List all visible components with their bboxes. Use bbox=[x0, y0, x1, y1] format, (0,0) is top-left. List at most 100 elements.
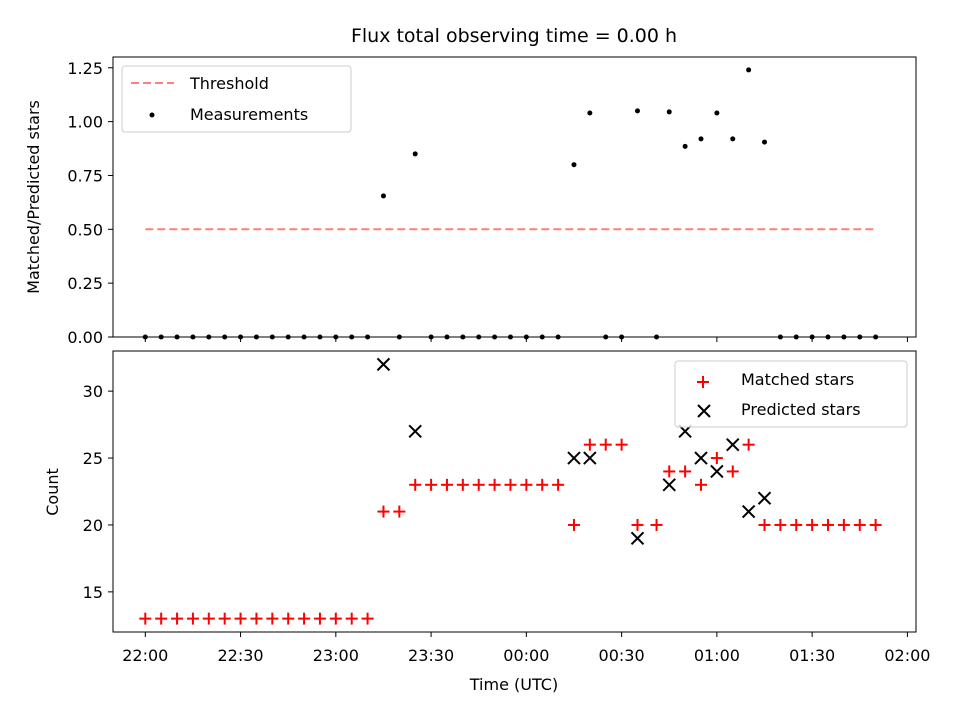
matched-star-point bbox=[726, 465, 739, 478]
top-y-tick-label: 0.25 bbox=[67, 274, 103, 293]
matched-star-point bbox=[520, 478, 533, 491]
matched-star-point bbox=[425, 478, 438, 491]
x-tick-label: 00:30 bbox=[599, 646, 645, 665]
matched-star-point bbox=[155, 612, 168, 625]
matched-star-point bbox=[615, 438, 628, 451]
matched-star-point bbox=[282, 612, 295, 625]
matched-star-point bbox=[837, 518, 850, 531]
matched-star-point bbox=[536, 478, 549, 491]
measurement-point bbox=[380, 193, 386, 199]
bottom-x-ticks: 22:00 22:30 23:00 23:30 00:00 00:30 01:00 01:30… bbox=[122, 632, 930, 665]
measurement-point bbox=[666, 109, 672, 115]
legend-matched-label: Matched stars bbox=[741, 370, 854, 389]
measurement-point bbox=[412, 151, 418, 157]
top-y-tick-label: 0.00 bbox=[67, 328, 103, 347]
bottom-y-tick-label: 30 bbox=[83, 382, 103, 401]
top-y-tick-label: 1.00 bbox=[67, 113, 103, 132]
matched-star-point bbox=[663, 465, 676, 478]
matched-star-point bbox=[869, 518, 882, 531]
matched-star-point bbox=[250, 612, 263, 625]
matched-star-point bbox=[298, 612, 311, 625]
measurement-point bbox=[746, 67, 752, 73]
predicted-star-point bbox=[741, 504, 756, 519]
legend-threshold-label: Threshold bbox=[189, 74, 269, 93]
matched-star-point bbox=[853, 518, 866, 531]
matched-star-point bbox=[234, 612, 247, 625]
legend-predicted-label: Predicted stars bbox=[741, 400, 861, 419]
matched-star-point bbox=[393, 505, 406, 518]
measurement-point bbox=[682, 143, 688, 149]
matched-star-point bbox=[631, 518, 644, 531]
matched-star-point bbox=[139, 612, 152, 625]
matched-star-point bbox=[504, 478, 517, 491]
matched-star-point bbox=[329, 612, 342, 625]
legend-measurements-label: Measurements bbox=[190, 105, 308, 124]
bottom-y-tick-label: 25 bbox=[83, 449, 103, 468]
matched-star-point bbox=[567, 518, 580, 531]
top-y-axis-label: Matched/Predicted stars bbox=[24, 100, 43, 294]
matched-star-point bbox=[218, 612, 231, 625]
bottom-x-axis-label: Time (UTC) bbox=[469, 675, 558, 694]
measurement-point bbox=[587, 110, 593, 116]
matched-star-point bbox=[790, 518, 803, 531]
matched-star-point bbox=[202, 612, 215, 625]
matched-star-point bbox=[361, 612, 374, 625]
predicted-star-point bbox=[726, 437, 740, 452]
measurement-point bbox=[698, 136, 704, 142]
matched-star-point bbox=[472, 478, 485, 491]
x-tick-label: 01:30 bbox=[789, 646, 835, 665]
legend-predicted-swatch bbox=[697, 404, 711, 418]
matched-star-point bbox=[583, 438, 596, 451]
matched-star-point bbox=[409, 478, 422, 491]
predicted-star-point bbox=[757, 491, 772, 505]
top-legend: Threshold Measurements bbox=[121, 65, 352, 133]
matched-star-point bbox=[599, 438, 612, 451]
matched-star-point bbox=[710, 452, 723, 465]
matched-star-point bbox=[313, 612, 326, 625]
predicted-star-point bbox=[567, 451, 581, 465]
matched-star-point bbox=[552, 478, 565, 491]
predicted-star-point bbox=[583, 451, 597, 465]
top-chart-title: Flux total observing time = 0.00 h bbox=[351, 25, 677, 47]
matched-star-point bbox=[186, 612, 199, 625]
predicted-star-point bbox=[630, 531, 645, 546]
matched-star-point bbox=[266, 612, 279, 625]
measurement-point bbox=[714, 110, 720, 116]
measurement-point bbox=[730, 136, 736, 142]
matched-star-point bbox=[440, 478, 453, 491]
x-tick-label: 23:30 bbox=[408, 646, 454, 665]
matched-star-point bbox=[822, 518, 835, 531]
bottom-legend: Matched stars Predicted stars bbox=[674, 360, 908, 428]
matched-star-point bbox=[650, 518, 663, 531]
top-y-tick-label: 0.50 bbox=[67, 220, 103, 239]
x-tick-label: 22:30 bbox=[218, 646, 264, 665]
matched-star-point bbox=[758, 518, 771, 531]
top-y-tick-label: 0.75 bbox=[67, 166, 103, 185]
bottom-axes-frame bbox=[112, 350, 917, 633]
top-y-ticks: 0.00 0.25 0.50 0.75 1.00 1.25 bbox=[67, 59, 113, 347]
matched-star-point bbox=[679, 465, 692, 478]
bottom-legend-box bbox=[674, 360, 908, 428]
matched-star-point bbox=[774, 518, 787, 531]
predicted-star-point bbox=[408, 424, 422, 438]
bottom-y-tick-label: 20 bbox=[83, 516, 103, 535]
measurement-point bbox=[762, 139, 768, 145]
bottom-y-tick-label: 15 bbox=[83, 583, 103, 602]
legend-matched-swatch bbox=[697, 376, 709, 388]
x-tick-label: 02:00 bbox=[884, 646, 930, 665]
predicted-star-point bbox=[694, 451, 708, 465]
predicted-star-point bbox=[662, 478, 676, 492]
top-legend-box bbox=[121, 65, 352, 133]
legend-measurements-swatch bbox=[149, 112, 155, 118]
matched-star-point bbox=[345, 612, 358, 625]
measurement-point bbox=[634, 108, 640, 114]
matched-star-point bbox=[742, 438, 755, 451]
x-tick-label: 00:00 bbox=[503, 646, 549, 665]
x-tick-label: 23:00 bbox=[313, 646, 359, 665]
predicted-star-point bbox=[710, 464, 724, 479]
top-y-tick-label: 1.25 bbox=[67, 59, 103, 78]
matched-star-point bbox=[488, 478, 501, 491]
predicted-star-point bbox=[376, 357, 391, 372]
matched-star-point bbox=[694, 478, 707, 491]
